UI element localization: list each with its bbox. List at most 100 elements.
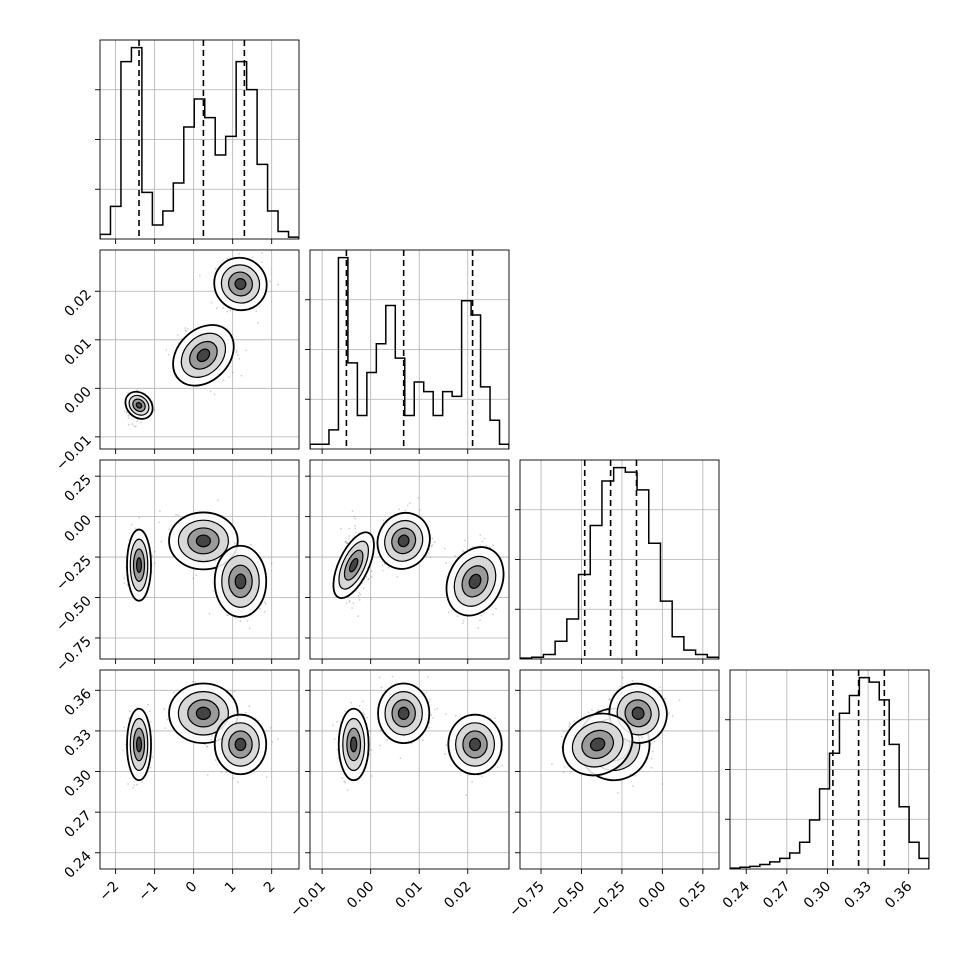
scatter-point: [134, 425, 137, 428]
scatter-point: [149, 766, 152, 769]
scatter-point: [192, 577, 195, 580]
scatter-point: [345, 602, 348, 604]
scatter-point: [343, 780, 346, 783]
scatter-point: [634, 775, 637, 777]
scatter-point: [382, 569, 384, 572]
scatter-point: [492, 544, 495, 546]
scatter-point: [641, 736, 643, 739]
density-contour: [397, 706, 410, 721]
panel-frame: [99, 669, 300, 870]
histogram-panel: [515, 459, 720, 664]
x-tick-label: −0.75: [506, 879, 548, 921]
scatter-point: [160, 540, 163, 543]
scatter-point: [370, 775, 373, 777]
scatter-point: [650, 757, 653, 760]
scatter-point: [428, 726, 430, 729]
scatter-point: [587, 711, 590, 714]
scatter-point: [353, 515, 355, 518]
scatter-point: [131, 423, 134, 426]
scatter-point: [616, 792, 619, 794]
scatter-point: [568, 722, 571, 724]
scatter-point: [227, 614, 229, 617]
scatter-point: [123, 582, 126, 585]
scatter-point: [184, 329, 187, 332]
x-tick-label: −0.25: [587, 879, 629, 921]
scatter-point: [357, 595, 360, 597]
scatter-point: [136, 389, 139, 391]
scatter-point: [136, 783, 138, 786]
density-contour: [234, 573, 247, 590]
x-tick-label: 0.33: [842, 879, 875, 912]
x-tick-label: 0.00: [636, 879, 669, 912]
scatter-point: [436, 707, 439, 710]
scatter-point: [237, 353, 239, 356]
scatter-point: [462, 619, 465, 622]
scatter-point: [123, 726, 125, 729]
scatter-point: [133, 425, 136, 428]
scatter-point: [591, 709, 593, 711]
y-tick-label: 0.33: [61, 726, 94, 759]
scatter-point: [127, 783, 129, 785]
scatter-point: [363, 713, 366, 716]
scatter-point: [226, 257, 229, 260]
scatter-point: [370, 570, 373, 573]
scatter-point: [492, 613, 494, 616]
y-tick-label: 0.00: [61, 512, 94, 545]
scatter-point: [367, 578, 370, 580]
density-contour: [397, 534, 410, 548]
scatter-point: [417, 497, 420, 499]
scatter-point: [481, 540, 484, 543]
scatter-point: [147, 704, 149, 706]
scatter-panel: −0.75−0.50−0.25 0.00 0.25: [53, 459, 300, 675]
scatter-point: [621, 676, 624, 679]
scatter-point: [444, 753, 446, 755]
y-tick-label: 0.36: [61, 686, 94, 719]
x-tick-label: 2: [261, 879, 279, 897]
scatter-point: [166, 718, 169, 721]
scatter-point: [168, 528, 171, 531]
scatter-point: [237, 781, 239, 783]
scatter-point: [151, 554, 154, 557]
density-contour: [589, 737, 606, 752]
scatter-point: [428, 701, 431, 703]
density-contour: [196, 348, 211, 363]
scatter-point: [425, 554, 428, 557]
scatter-point: [370, 597, 373, 600]
scatter-point: [277, 738, 279, 740]
scatter-point: [671, 715, 674, 718]
scatter-point: [340, 527, 342, 530]
scatter-point: [573, 720, 575, 723]
scatter-point: [214, 267, 217, 270]
scatter-point: [404, 509, 406, 512]
scatter-point: [432, 717, 435, 719]
scatter-point: [158, 521, 160, 524]
scatter-point: [568, 723, 571, 726]
scatter-point: [165, 348, 168, 351]
scatter-point: [264, 610, 266, 613]
histogram-line: [520, 466, 719, 659]
y-tick-label: −0.25: [53, 553, 95, 595]
scatter-point: [248, 705, 251, 708]
scatter-point: [563, 766, 566, 768]
scatter-point: [631, 725, 634, 727]
scatter-point: [138, 516, 141, 519]
scatter-point: [348, 601, 351, 603]
scatter-point: [354, 525, 356, 527]
scatter-point: [123, 577, 126, 579]
scatter-point: [209, 390, 212, 393]
density-contour: [195, 706, 212, 721]
scatter-point: [233, 690, 236, 693]
scatter-point: [238, 252, 241, 255]
scatter-point: [344, 710, 346, 713]
scatter-point: [450, 610, 453, 612]
scatter-point: [381, 564, 384, 567]
scatter-point: [501, 764, 504, 767]
scatter-point: [217, 499, 219, 502]
scatter-point: [421, 739, 424, 742]
scatter-point: [332, 724, 334, 727]
scatter-point: [158, 510, 161, 513]
x-tick-label: 0.27: [760, 879, 793, 912]
scatter-point: [464, 539, 466, 542]
scatter-point: [346, 542, 349, 545]
x-tick-label: 0.25: [676, 879, 709, 912]
